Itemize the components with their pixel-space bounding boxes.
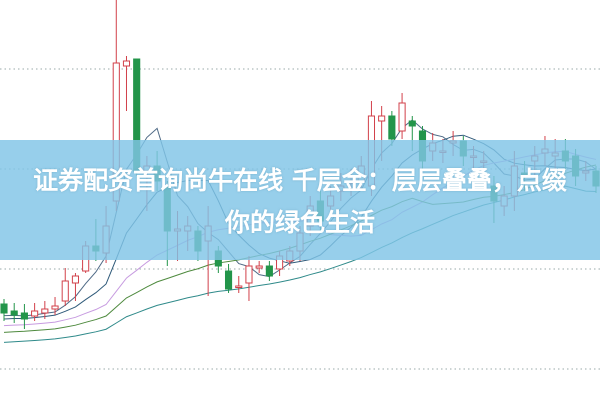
candle-body — [398, 102, 406, 132]
candle-body — [71, 275, 80, 284]
candle-body — [408, 120, 416, 127]
candle — [41, 301, 49, 319]
candle-body — [378, 115, 386, 122]
candle — [265, 261, 273, 281]
candle — [0, 299, 8, 321]
candle-body — [41, 308, 49, 314]
candle — [398, 93, 406, 139]
candle — [20, 304, 28, 329]
candle — [245, 256, 253, 301]
candle-body — [10, 310, 18, 316]
candle — [10, 303, 18, 323]
headline-banner — [0, 140, 600, 260]
candle-body — [0, 303, 8, 314]
candle-body — [235, 285, 243, 288]
candle-body — [224, 270, 233, 290]
headline: 证券配资首询尚牛在线 千层金：层层叠叠，点缀 你的绿色生活 — [0, 160, 600, 244]
candle — [235, 276, 243, 293]
headline-line1: 证券配资首询尚牛在线 千层金：层层叠叠，点缀 — [33, 166, 567, 195]
candle-body — [51, 305, 59, 310]
candle-body — [31, 310, 39, 317]
headline-line2: 你的绿色生活 — [224, 208, 375, 237]
candle — [71, 273, 80, 301]
candle — [31, 303, 39, 321]
candle-body — [265, 265, 273, 277]
candle — [51, 297, 59, 315]
candle-body — [388, 115, 396, 140]
candle — [122, 56, 131, 111]
candle — [61, 268, 69, 306]
candle — [224, 264, 233, 293]
candle-body — [122, 60, 131, 67]
candle-body — [61, 280, 69, 302]
candle-body — [255, 265, 263, 269]
candle-body — [245, 265, 253, 284]
candle — [255, 261, 263, 273]
candle-body — [20, 312, 28, 320]
